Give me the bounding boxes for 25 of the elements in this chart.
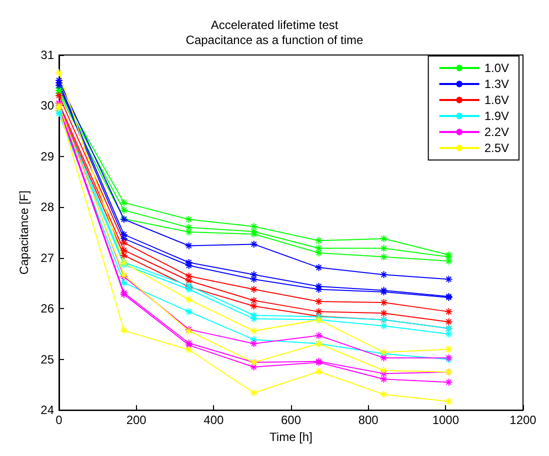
legend-label: 1.6V xyxy=(484,93,509,107)
legend-label: 2.2V xyxy=(484,125,509,139)
legend-label: 1.3V xyxy=(484,77,509,91)
y-tick-label: 28 xyxy=(40,200,54,214)
chart-subtitle: Capacitance as a function of time xyxy=(186,33,364,47)
y-tick-label: 30 xyxy=(40,98,54,113)
y-tick-label: 26 xyxy=(40,302,54,316)
x-tick-label: 0 xyxy=(56,413,63,428)
chart-title: Accelerated lifetime test xyxy=(210,18,339,32)
y-tick-label: 24 xyxy=(40,403,54,418)
legend-label: 1.0V xyxy=(484,61,509,75)
x-tick-label: 1000 xyxy=(432,413,460,428)
y-tick-label: 31 xyxy=(40,48,54,62)
y-tick-label: 27 xyxy=(40,250,54,265)
x-tick-label: 600 xyxy=(280,413,302,428)
x-tick-label: 800 xyxy=(358,413,379,428)
y-axis-title: Capacitance [F] xyxy=(16,190,31,275)
x-tick-label: 1200 xyxy=(510,413,537,428)
x-tick-label: 400 xyxy=(204,413,224,428)
legend-label: 2.5V xyxy=(484,141,509,155)
x-tick-label: 200 xyxy=(126,413,147,428)
x-axis-title: Time [h] xyxy=(270,430,312,444)
y-tick-label: 25 xyxy=(40,352,54,366)
y-tick-label: 29 xyxy=(40,149,54,164)
legend-label: 1.9V xyxy=(484,109,509,123)
